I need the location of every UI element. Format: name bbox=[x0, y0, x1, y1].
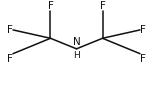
Text: F: F bbox=[140, 25, 146, 35]
Text: F: F bbox=[48, 1, 53, 11]
Text: F: F bbox=[7, 54, 13, 64]
Text: F: F bbox=[100, 1, 105, 11]
Text: F: F bbox=[7, 25, 13, 35]
Text: H: H bbox=[73, 51, 80, 60]
Text: N: N bbox=[73, 37, 80, 47]
Text: F: F bbox=[140, 54, 146, 64]
